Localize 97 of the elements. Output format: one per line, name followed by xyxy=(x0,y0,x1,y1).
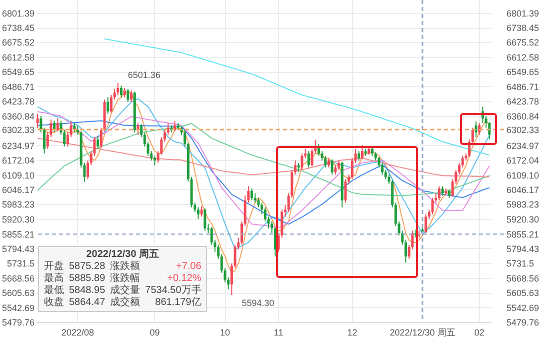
text: 成交额 861.179亿 xyxy=(110,297,202,308)
y2-tick-label: 6738.45 xyxy=(506,23,540,34)
x-tick-label: 02 xyxy=(474,328,484,338)
y-tick-label: 6486.71 xyxy=(2,82,34,92)
candlestick xyxy=(153,155,156,166)
annotation: 最高 5885.89 xyxy=(44,273,106,285)
y2-tick-label: 5479.76 xyxy=(506,318,540,328)
y-tick-label: 6675.52 xyxy=(2,38,34,48)
text: 涨跌幅 +0.12% xyxy=(110,273,202,284)
y-tick-label: 5855.21 xyxy=(2,230,34,240)
y2-tick-label: 5605.63 xyxy=(506,288,540,298)
y2-tick-label: 6234.97 xyxy=(506,140,540,151)
x-tick-label: 09 xyxy=(150,328,160,338)
candlestick xyxy=(96,135,100,150)
x-tick-label: 11 xyxy=(274,328,284,338)
y2-tick-label: 6675.52 xyxy=(506,38,540,48)
y2-tick-label: 5731.5 xyxy=(506,258,534,269)
x-tick-label: 10 xyxy=(220,328,230,338)
y-tick-label: 6423.78 xyxy=(2,96,34,107)
candlestick xyxy=(360,144,364,160)
y2-tick-label: 5794.43 xyxy=(506,244,540,254)
y-tick-label: 6046.17 xyxy=(2,184,34,195)
y2-tick-label: 6046.17 xyxy=(506,184,540,195)
annotation: 5594.30 xyxy=(242,298,274,308)
y-tick-label: 6172.04 xyxy=(2,156,34,166)
y2-tick-label: 5920.30 xyxy=(506,214,540,224)
x-tick-label: 12 xyxy=(347,328,358,338)
y2-tick-label: 6801.39 xyxy=(506,8,540,18)
candlestick xyxy=(358,150,360,162)
y-tick-label: 5479.76 xyxy=(2,318,34,328)
candlestick xyxy=(378,156,380,168)
text: 涨跌额 +7.06 xyxy=(110,261,202,272)
annotation: 开盘 5875.28 xyxy=(44,261,106,272)
annotation: 最低 5848.95 xyxy=(44,285,106,297)
x-tick-label: 2022/08 xyxy=(61,328,94,338)
annotation: 成交量 7534.50万手 xyxy=(110,285,202,296)
candlestick xyxy=(441,186,444,196)
y-tick-label: 6109.10 xyxy=(2,170,34,180)
y2-tick-label: 6360.84 xyxy=(506,111,540,122)
y2-tick-label: 6549.65 xyxy=(506,67,540,78)
candlestick xyxy=(204,208,206,232)
candlestick xyxy=(130,90,133,103)
annotation: 2022/12/30 周五 xyxy=(85,249,160,260)
y2-tick-label: 5668.56 xyxy=(506,273,540,284)
candlestick xyxy=(330,158,334,176)
candlestick xyxy=(257,197,260,208)
candlestick xyxy=(328,158,330,168)
candlestick xyxy=(334,164,337,176)
y-tick-label: 6302.33 xyxy=(2,125,34,136)
y-tick-label: 5731.5 xyxy=(6,258,34,269)
candlestick xyxy=(196,206,200,220)
y2-tick-label: 6612.58 xyxy=(506,52,540,62)
candlestick xyxy=(123,87,126,98)
candlestick xyxy=(438,186,440,201)
candlestick xyxy=(424,214,428,234)
candlestick xyxy=(338,160,340,170)
y2-tick-label: 6423.78 xyxy=(506,96,540,107)
y2-tick-label: 6172.04 xyxy=(506,156,540,166)
candlestick xyxy=(120,85,123,98)
y-tick-label: 5983.23 xyxy=(2,200,34,210)
y-tick-label: 6801.39 xyxy=(2,8,34,18)
y2-tick-label: 5983.23 xyxy=(506,200,540,210)
candlestick xyxy=(300,152,304,170)
candlestick xyxy=(474,120,478,138)
candlestick xyxy=(56,118,59,132)
candlestick xyxy=(478,122,481,136)
candlestick xyxy=(324,155,327,168)
y2-tick-label: 6486.71 xyxy=(506,82,540,92)
candlestick xyxy=(36,113,39,128)
annotation: 6501.36 xyxy=(128,70,160,80)
y-tick-label: 6549.65 xyxy=(2,67,34,78)
candlestick xyxy=(307,150,310,168)
y-tick-label: 6738.45 xyxy=(2,23,34,34)
candlestick xyxy=(250,188,254,201)
candlestick xyxy=(344,178,347,204)
candlestick xyxy=(106,96,110,114)
candlestick xyxy=(254,192,256,204)
x-tick-label: 2022/12/30 周五 xyxy=(390,328,456,338)
y-tick-label: 5668.56 xyxy=(2,273,34,284)
y-tick-label: 5794.43 xyxy=(2,244,34,254)
candlestick xyxy=(431,197,434,215)
candlestick xyxy=(126,88,130,103)
y2-tick-label: 5542.69 xyxy=(506,302,540,313)
candlestick xyxy=(116,82,120,96)
y-tick-label: 6360.84 xyxy=(2,111,34,122)
y-tick-label: 6234.97 xyxy=(2,140,34,151)
line-series xyxy=(104,38,490,156)
candlestick xyxy=(297,162,300,173)
annotation: 收盘 5864.47 xyxy=(44,297,106,309)
y-tick-label: 5605.63 xyxy=(2,288,34,298)
y2-tick-label: 6109.10 xyxy=(506,170,540,180)
y-tick-label: 5920.30 xyxy=(2,214,34,224)
y-tick-label: 6612.58 xyxy=(2,52,34,62)
y-tick-label: 5542.69 xyxy=(2,302,34,313)
candlestick xyxy=(200,206,203,218)
y2-tick-label: 5855.21 xyxy=(506,230,540,240)
y2-tick-label: 6302.33 xyxy=(506,125,540,136)
